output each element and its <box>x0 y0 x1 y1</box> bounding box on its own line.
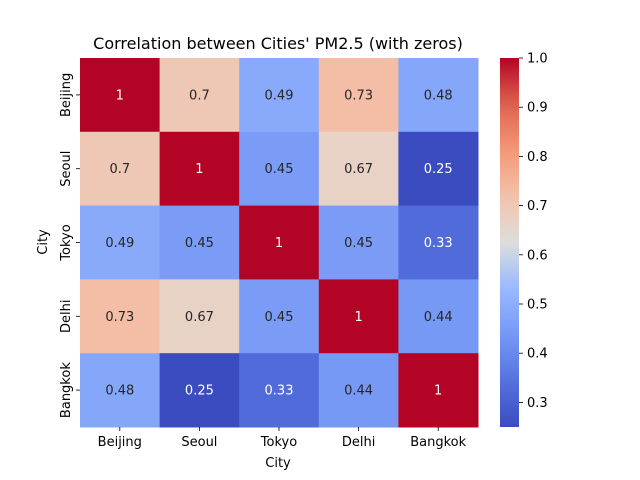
cell-value-label: 0.45 <box>265 310 294 325</box>
y-tick-label: Beijing <box>59 73 74 117</box>
y-tick-label: Delhi <box>59 300 74 333</box>
cell-value-label: 0.25 <box>185 384 214 399</box>
chart-title: Correlation between Cities' PM2.5 (with … <box>93 34 463 53</box>
colorbar-tick-label: 0.3 <box>527 396 548 411</box>
cell-value-label: 0.73 <box>344 88 373 103</box>
colorbar-tick-label: 0.5 <box>527 298 548 313</box>
cell-value-label: 1 <box>434 384 442 399</box>
cell-value-label: 0.48 <box>424 88 453 103</box>
x-axis-label: City <box>265 456 291 471</box>
cell-value-label: 0.67 <box>344 162 373 177</box>
cell-value-label: 1 <box>116 88 124 103</box>
x-tick-label: Tokyo <box>260 435 297 450</box>
cell-value-label: 0.48 <box>105 384 134 399</box>
x-tick-label: Delhi <box>342 435 375 450</box>
cell-value-label: 0.33 <box>424 236 453 251</box>
colorbar-tick-label: 0.6 <box>527 248 548 263</box>
x-tick-label: Bangkok <box>410 435 466 450</box>
cell-value-label: 0.49 <box>105 236 134 251</box>
cell-value-label: 0.44 <box>424 310 453 325</box>
x-tick-label: Beijing <box>98 435 142 450</box>
cell-value-label: 1 <box>195 162 203 177</box>
x-tick-label: Seoul <box>181 435 217 450</box>
cell-value-label: 0.44 <box>344 384 373 399</box>
cell-value-label: 0.49 <box>265 88 294 103</box>
cell-value-label: 0.7 <box>189 88 210 103</box>
cell-value-label: 0.33 <box>265 384 294 399</box>
cell-value-label: 0.67 <box>185 310 214 325</box>
cell-value-label: 0.25 <box>424 162 453 177</box>
colorbar-tick-label: 0.9 <box>527 101 548 116</box>
y-tick-label: Tokyo <box>59 224 74 261</box>
cell-value-label: 0.73 <box>105 310 134 325</box>
cell-value-label: 0.7 <box>109 162 130 177</box>
cell-value-label: 0.45 <box>265 162 294 177</box>
y-tick-label: Seoul <box>59 151 74 187</box>
colorbar-tick-label: 1.0 <box>527 52 548 67</box>
colorbar-tick-label: 0.7 <box>527 199 548 214</box>
colorbar-tick-label: 0.4 <box>527 347 548 362</box>
cell-value-label: 1 <box>275 236 283 251</box>
cell-value-label: 1 <box>354 310 362 325</box>
colorbar-gradient <box>500 58 519 427</box>
cell-value-label: 0.45 <box>344 236 373 251</box>
cell-value-label: 0.45 <box>185 236 214 251</box>
y-tick-label: Bangkok <box>59 362 74 418</box>
colorbar-tick-label: 0.8 <box>527 150 548 165</box>
y-axis-label: City <box>36 229 51 255</box>
